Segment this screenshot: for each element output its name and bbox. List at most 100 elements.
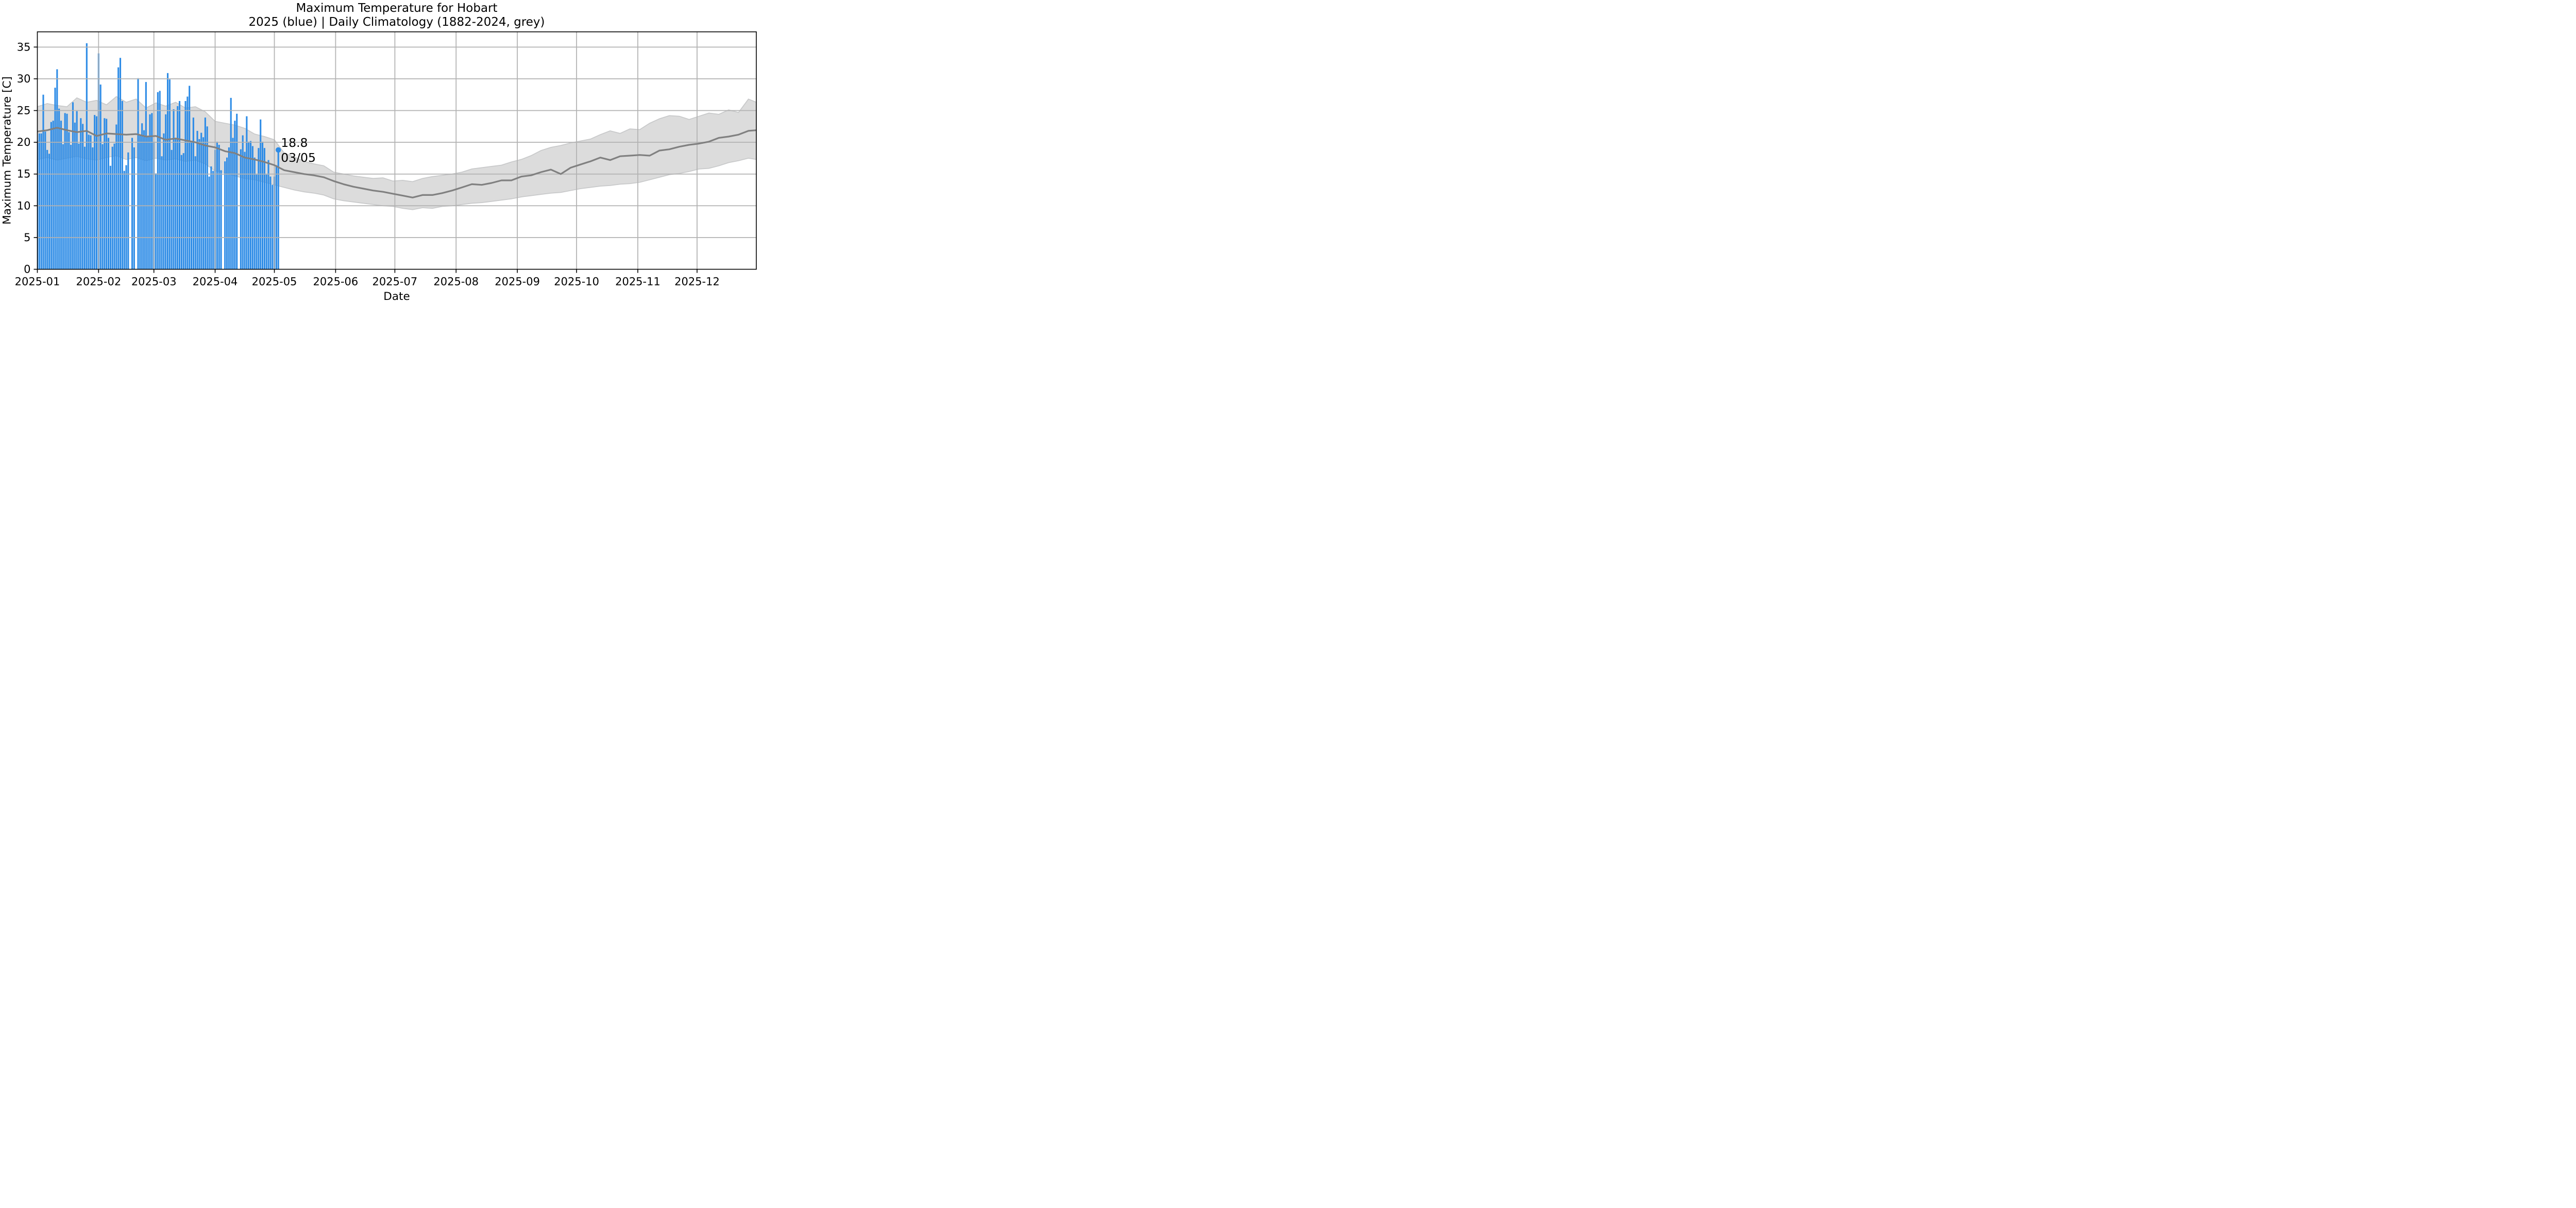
temperature-bar [234, 121, 236, 270]
temperature-bar [56, 69, 58, 270]
temperature-bar [145, 82, 147, 270]
temperature-bar [101, 144, 104, 270]
temperature-bar [208, 176, 210, 270]
temperature-bar [260, 119, 262, 270]
temperature-bar [173, 109, 175, 270]
temperature-bar [251, 146, 253, 270]
temperature-bar [265, 174, 267, 270]
last-value-marker [276, 147, 281, 153]
temperature-bar [64, 113, 66, 270]
temperature-bar [269, 176, 272, 270]
temperature-bar [165, 114, 167, 270]
temperature-bar [88, 135, 90, 270]
y-tick-label: 0 [24, 263, 30, 276]
temperature-bar [220, 170, 222, 270]
temperature-bar [123, 171, 125, 270]
y-tick-label: 5 [24, 231, 30, 244]
temperature-bar [178, 101, 181, 270]
temperature-bar [267, 160, 269, 270]
temperature-bar [86, 43, 88, 270]
temperature-bar [180, 155, 182, 270]
y-tick-label: 15 [17, 168, 31, 180]
y-tick-label: 10 [17, 199, 31, 212]
temperature-bar [256, 174, 258, 270]
temperature-bar [182, 153, 184, 270]
x-tick-label: 2025-01 [15, 276, 60, 288]
temperature-bar [82, 124, 84, 270]
temperature-bar [149, 114, 151, 270]
x-tick-label: 2025-05 [252, 276, 297, 288]
plot-border [37, 31, 757, 270]
temperature-bar [272, 184, 274, 270]
y-tick-label: 30 [17, 73, 31, 85]
temperature-bar [175, 138, 177, 270]
temperature-bar [143, 130, 145, 270]
temperature-bar [83, 146, 86, 270]
temperature-bar [133, 147, 135, 270]
temperature-bar [115, 124, 117, 270]
temperature-bar [68, 132, 70, 270]
temperature-bar [70, 145, 72, 270]
chart-title: Maximum Temperature for Hobart 2025 (blu… [37, 2, 756, 29]
temperature-bar [242, 135, 244, 270]
x-tick-label: 2025-07 [372, 276, 418, 288]
temperature-bar [177, 106, 179, 270]
temperature-bar [147, 136, 149, 270]
x-tick-label: 2025-04 [193, 276, 238, 288]
temperature-bar [187, 96, 189, 270]
temperature-bar [163, 133, 165, 270]
temperature-bar [258, 148, 260, 270]
temperature-bar [192, 118, 194, 270]
temperature-bar [210, 166, 212, 270]
plot-area [37, 31, 756, 270]
temperature-bar [54, 88, 56, 270]
annotation-date: 03/05 [281, 150, 316, 165]
temperature-bar [80, 118, 82, 270]
temperature-bar [204, 118, 206, 270]
climatology-mean-line [37, 127, 756, 198]
temperature-bar [62, 144, 64, 270]
temperature-bar [277, 149, 279, 270]
temperature-bar [236, 113, 238, 270]
y-tick-label: 25 [17, 105, 31, 117]
temperature-bar [50, 122, 52, 270]
temperature-bar [159, 91, 161, 270]
temperature-bar [48, 154, 50, 270]
temperature-bar [127, 152, 129, 270]
temperature-bar [151, 113, 153, 270]
temperature-bar [117, 67, 120, 270]
temperature-bar [212, 171, 214, 270]
x-axis-label: Date [383, 290, 410, 302]
chart-title-line1: Maximum Temperature for Hobart [296, 2, 498, 15]
temperature-bar [226, 157, 228, 270]
temperature-bar [109, 165, 111, 270]
temperature-bar [189, 86, 191, 270]
temperature-bar [184, 101, 187, 270]
temperature-bar [131, 138, 133, 270]
x-tick-label: 2025-09 [495, 276, 540, 288]
temperature-bar [74, 122, 76, 270]
temperature-bar [66, 113, 68, 270]
temperature-bar [106, 119, 108, 270]
temperature-bar [202, 137, 205, 270]
temperature-bar [107, 138, 110, 270]
temperature-bar [161, 156, 163, 270]
temperature-bar [246, 116, 248, 270]
temperature-bar [228, 147, 230, 270]
temperature-bar [119, 58, 122, 270]
y-tick-label: 35 [17, 41, 31, 53]
temperature-bar [171, 149, 173, 270]
temperature-bar [194, 156, 196, 270]
temperature-bar [90, 135, 92, 270]
temperature-bar [52, 121, 54, 270]
x-tick-label: 2025-12 [674, 276, 720, 288]
temperature-bar [157, 92, 159, 270]
x-tick-label: 2025-03 [131, 276, 177, 288]
temperature-bar [196, 130, 198, 270]
temperature-bar [113, 143, 115, 270]
temperature-bar [253, 157, 256, 270]
x-tick-label: 2025-10 [554, 276, 599, 288]
x-tick-label: 2025-08 [433, 276, 479, 288]
temperature-bar [60, 121, 62, 270]
chart-canvas: 0 5 10 15 20 25 30 35 2025-01 2025-02 2025-03 2025-… [15, 31, 757, 288]
